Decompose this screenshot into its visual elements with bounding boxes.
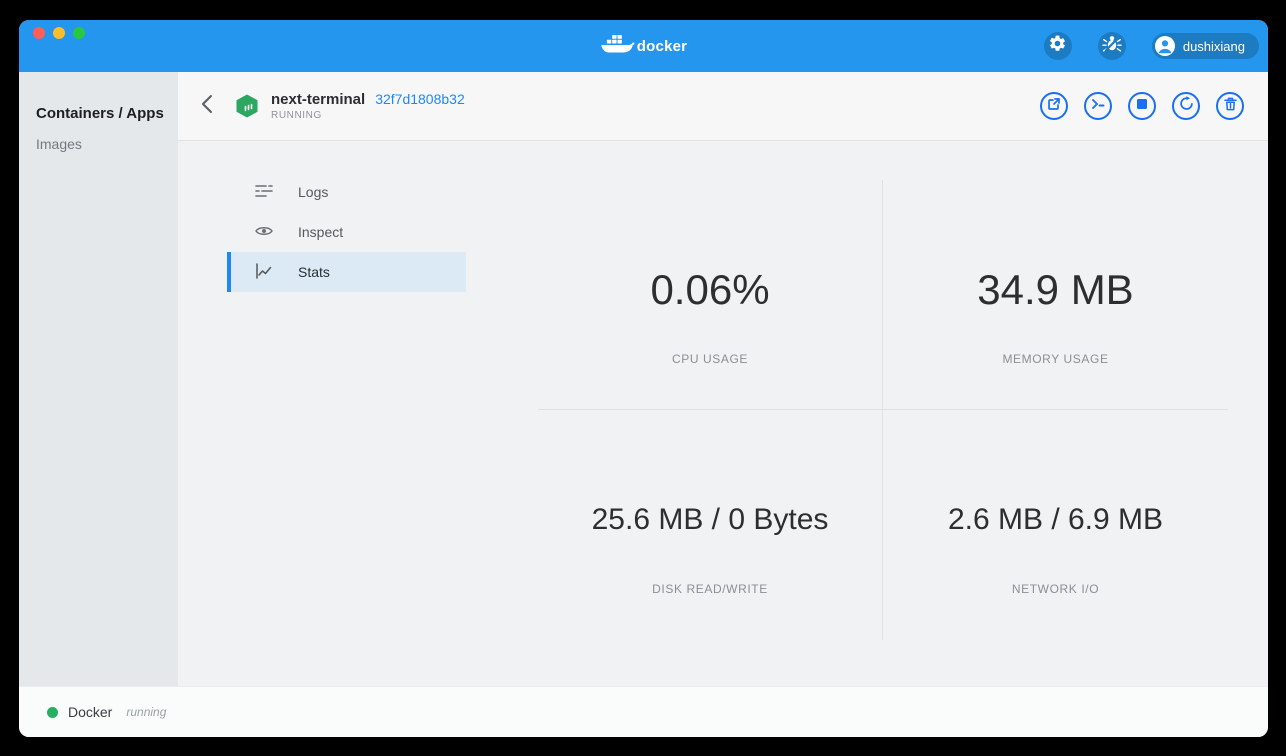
cpu-usage-card: 0.06% CPU USAGE	[538, 180, 883, 410]
container-actions	[1040, 92, 1244, 120]
container-id: 32f7d1808b32	[375, 91, 465, 107]
trash-icon	[1223, 97, 1237, 116]
container-header: next-terminal 32f7d1808b32 RUNNING	[178, 72, 1268, 141]
window-controls	[33, 27, 85, 39]
container-title-block: next-terminal 32f7d1808b32 RUNNING	[271, 91, 465, 121]
sidebar: Containers / Apps Images	[19, 72, 178, 686]
line-chart-icon	[255, 262, 273, 282]
docker-desktop-window: docker	[19, 20, 1268, 737]
bug-icon	[1102, 34, 1122, 59]
engine-state-label: running	[126, 705, 167, 719]
gear-icon	[1048, 34, 1067, 58]
stats-grid: 0.06% CPU USAGE 34.9 MB MEMORY USAGE 25.…	[538, 180, 1228, 640]
tab-inspect[interactable]: Inspect	[227, 212, 466, 252]
container-status: RUNNING	[271, 110, 322, 121]
engine-name-label: Docker	[68, 704, 113, 720]
statusbar: Docker running	[19, 686, 1268, 737]
container-box-icon	[234, 93, 260, 119]
zoom-window-button[interactable]	[73, 27, 85, 39]
close-window-button[interactable]	[33, 27, 45, 39]
cli-button[interactable]	[1084, 92, 1112, 120]
back-button[interactable]	[201, 92, 221, 120]
user-avatar-icon	[1154, 36, 1175, 56]
network-io-label: NETWORK I/O	[1011, 582, 1100, 597]
memory-usage-card: 34.9 MB MEMORY USAGE	[883, 180, 1228, 410]
main-content: Logs Inspect Stats	[178, 141, 1268, 686]
settings-button[interactable]	[1043, 32, 1072, 60]
open-external-icon	[1047, 97, 1061, 116]
container-tabs: Logs Inspect Stats	[227, 172, 466, 292]
cpu-usage-label: CPU USAGE	[671, 351, 749, 366]
network-io-card: 2.6 MB / 6.9 MB NETWORK I/O	[883, 410, 1228, 640]
engine-status-dot	[47, 706, 58, 718]
terminal-icon	[1091, 97, 1105, 115]
disk-io-value: 25.6 MB / 0 Bytes	[591, 503, 829, 537]
minimize-window-button[interactable]	[53, 27, 65, 39]
troubleshoot-button[interactable]	[1097, 32, 1126, 60]
tab-stats-label: Stats	[298, 264, 330, 280]
restart-button[interactable]	[1172, 92, 1200, 120]
titlebar-right-controls: dushixiang	[1043, 32, 1259, 60]
tab-logs[interactable]: Logs	[227, 172, 466, 212]
logs-icon	[255, 184, 273, 201]
cpu-usage-value: 0.06%	[650, 265, 770, 313]
sidebar-item-containers-apps[interactable]: Containers / Apps	[36, 105, 164, 122]
user-account-button[interactable]: dushixiang	[1151, 33, 1259, 59]
disk-io-card: 25.6 MB / 0 Bytes DISK READ/WRITE	[538, 410, 883, 640]
tab-stats[interactable]: Stats	[227, 252, 466, 292]
chevron-left-icon	[201, 94, 213, 119]
stop-button[interactable]	[1128, 92, 1156, 120]
stop-icon	[1136, 97, 1148, 115]
titlebar: docker	[19, 20, 1268, 72]
open-in-browser-button[interactable]	[1040, 92, 1068, 120]
tab-inspect-label: Inspect	[298, 224, 344, 240]
restart-icon	[1179, 96, 1194, 116]
disk-io-label: DISK READ/WRITE	[652, 582, 768, 597]
user-name-label: dushixiang	[1182, 38, 1245, 54]
sidebar-item-images[interactable]: Images	[36, 136, 82, 152]
docker-whale-icon	[600, 31, 636, 61]
memory-usage-label: MEMORY USAGE	[1002, 351, 1109, 366]
network-io-value: 2.6 MB / 6.9 MB	[947, 503, 1164, 537]
delete-button[interactable]	[1216, 92, 1244, 120]
container-name: next-terminal	[271, 91, 366, 108]
tab-logs-label: Logs	[298, 184, 329, 200]
memory-usage-value: 34.9 MB	[977, 265, 1134, 313]
eye-icon	[255, 224, 273, 240]
docker-logo-text: docker	[636, 37, 688, 55]
docker-logo: docker	[600, 31, 687, 61]
